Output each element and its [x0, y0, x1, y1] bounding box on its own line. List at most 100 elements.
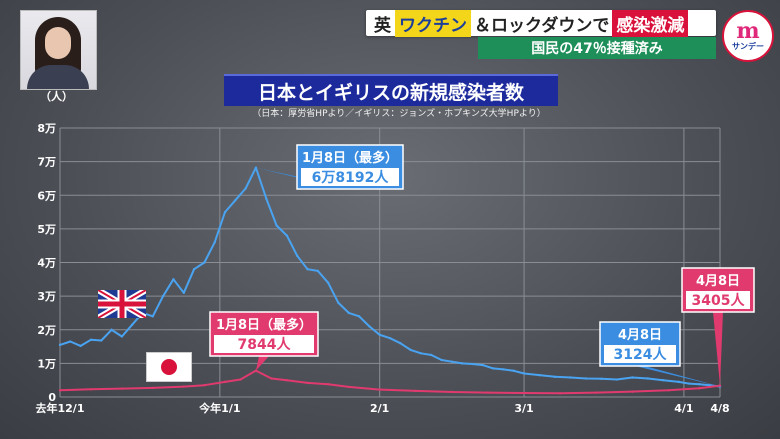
y-tick-label: 7万 [37, 156, 56, 169]
callout-date: 1月8日（最多） [216, 317, 312, 333]
data-point [662, 378, 665, 382]
callout-value-bg [604, 345, 676, 363]
data-point [223, 380, 227, 384]
y-tick-label: 1万 [37, 357, 56, 370]
headline-banner: 英 ワクチン ＆ロックダウンで 感染激減 [366, 9, 716, 37]
data-point [130, 323, 134, 326]
data-point [600, 377, 603, 381]
data-point [357, 315, 361, 318]
data-point [646, 377, 650, 380]
data-point [347, 311, 350, 315]
data-point [100, 339, 103, 342]
data-point [270, 377, 273, 380]
data-point [120, 335, 124, 338]
presenter-video [20, 10, 97, 90]
headline-part-1: 英 [374, 15, 391, 36]
data-point [595, 391, 598, 394]
chart-title: 日本とイギリスの新規感染者数 [224, 74, 558, 106]
data-point [89, 388, 93, 391]
data-point [295, 254, 299, 257]
y-tick-label: 5万 [37, 223, 56, 236]
data-point [151, 386, 155, 390]
data-point [254, 369, 258, 372]
data-point [239, 378, 242, 381]
data-point [378, 333, 381, 336]
callout-value: 3405人 [692, 292, 746, 309]
data-point [667, 389, 670, 392]
data-point [89, 338, 93, 342]
series-line-uk [59, 166, 721, 388]
y-tick-label: 8万 [37, 122, 56, 135]
data-point [450, 360, 454, 363]
callout-date: 1月8日（最多） [302, 150, 398, 166]
logo-sub: サンデー [732, 41, 764, 51]
data-point [234, 199, 237, 202]
japan-flag [146, 352, 192, 382]
y-tick-label: 3万 [37, 290, 56, 303]
x-tick-label: 去年12/1 [36, 401, 85, 415]
x-tick-label: 4/1 [674, 402, 693, 415]
data-point [161, 294, 165, 298]
data-point [326, 281, 330, 284]
data-point [79, 344, 82, 348]
data-point [223, 210, 227, 214]
data-point [409, 348, 412, 352]
data-point [368, 325, 371, 328]
data-point [538, 373, 541, 377]
data-point [687, 382, 691, 385]
data-point [213, 241, 216, 244]
data-point [558, 392, 562, 395]
callout-value-bg [214, 335, 314, 353]
callout-value-bg [301, 168, 399, 186]
data-point [244, 187, 247, 190]
x-tick-label: 4/8 [710, 402, 729, 415]
data-point [522, 372, 526, 375]
x-tick-label: 今年1/1 [198, 401, 240, 415]
data-point [151, 315, 155, 318]
data-point [471, 362, 474, 366]
data-point [326, 383, 330, 386]
data-point [58, 343, 62, 347]
headline-part-3: ＆ロックダウンで [474, 15, 610, 36]
data-point [698, 383, 701, 386]
data-point [399, 342, 402, 345]
data-point [285, 378, 289, 382]
callout-date: 4月8日 [618, 328, 662, 343]
data-point [69, 340, 72, 343]
subheadline-banner: 国民の47％接種済み [478, 37, 716, 59]
callout-pointer [635, 366, 720, 387]
headline-part-4: 感染激減 [612, 9, 689, 37]
callout-pointer [713, 312, 723, 386]
data-point [192, 268, 196, 271]
data-point [275, 224, 278, 227]
data-point [430, 353, 433, 357]
data-point [182, 291, 185, 294]
data-point [337, 301, 340, 305]
data-point [450, 390, 454, 394]
data-point [481, 363, 485, 367]
data-point [120, 387, 124, 390]
data-point [203, 261, 206, 264]
data-point [203, 384, 206, 387]
data-point [58, 389, 62, 392]
callout-date: 4月8日 [696, 274, 740, 289]
data-point [486, 391, 490, 394]
y-tick-label: 4万 [37, 257, 56, 270]
data-point [553, 375, 557, 379]
data-point [584, 377, 588, 380]
y-tick-label: 6万 [37, 189, 56, 202]
data-point [419, 352, 423, 355]
data-point [708, 384, 711, 387]
data-point [698, 387, 701, 390]
data-point [110, 328, 113, 331]
callout-value: 3124人 [614, 346, 668, 363]
x-tick-label: 2/1 [370, 402, 389, 415]
data-point [378, 388, 381, 391]
x-tick-label: 3/1 [514, 402, 533, 415]
data-point [631, 390, 634, 393]
chart-subtitle: （日本：厚労省HPより／イギリス：ジョンズ・ホプキンズ大学HPより） [252, 109, 546, 119]
data-point [347, 385, 350, 389]
data-point [522, 391, 526, 395]
data-point [615, 378, 619, 381]
data-point [316, 269, 320, 273]
